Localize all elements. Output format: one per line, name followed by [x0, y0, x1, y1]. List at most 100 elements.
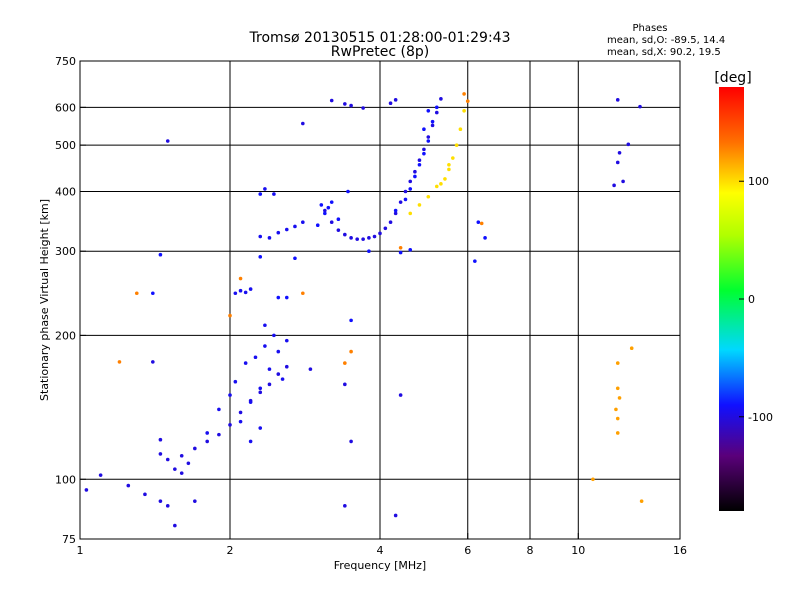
data-point — [621, 179, 625, 184]
data-point — [205, 431, 209, 435]
x-tick-label: 6 — [464, 544, 471, 557]
data-point — [293, 256, 297, 261]
data-point — [293, 224, 297, 229]
data-point — [233, 291, 238, 296]
data-point — [398, 200, 403, 204]
data-point — [158, 452, 163, 456]
data-point — [258, 192, 263, 196]
data-point — [393, 98, 398, 102]
data-point — [243, 361, 248, 365]
data-point — [126, 483, 131, 488]
data-point — [372, 234, 377, 239]
data-point — [430, 119, 435, 124]
data-point — [458, 127, 463, 131]
data-point — [447, 167, 451, 172]
data-point — [151, 291, 155, 296]
data-point — [165, 139, 170, 143]
data-point — [408, 211, 413, 216]
y-tick-label: 100 — [55, 473, 76, 486]
data-point — [165, 457, 170, 462]
data-point — [417, 158, 422, 163]
data-point — [301, 291, 305, 296]
data-point — [434, 105, 439, 110]
data-point — [173, 523, 177, 528]
data-point — [417, 203, 422, 207]
data-point — [263, 323, 267, 328]
y-tick-label: 200 — [55, 329, 76, 342]
data-point — [398, 250, 403, 255]
data-point — [323, 211, 327, 216]
data-point — [349, 318, 353, 323]
data-point — [638, 104, 642, 109]
data-point — [403, 189, 408, 194]
data-point — [383, 226, 388, 231]
data-point — [276, 372, 281, 376]
data-point — [84, 488, 89, 492]
data-point — [367, 249, 371, 254]
data-point — [361, 106, 365, 110]
data-point — [343, 382, 347, 387]
data-point — [398, 245, 403, 250]
data-point — [434, 110, 439, 115]
data-point — [393, 211, 398, 216]
data-point — [617, 396, 622, 400]
data-point — [388, 101, 393, 106]
x-tick-label: 4 — [377, 544, 384, 557]
data-point — [355, 237, 359, 241]
x-tick-label: 2 — [227, 544, 234, 557]
data-point — [422, 147, 426, 152]
data-point — [179, 471, 184, 475]
y-axis-label: Stationary phase Virtual Height [km] — [38, 199, 51, 401]
data-point — [158, 437, 163, 442]
data-point — [483, 236, 487, 240]
data-point — [238, 276, 243, 281]
data-point — [228, 423, 232, 427]
data-point — [193, 499, 197, 503]
y-tick-label: 400 — [55, 185, 76, 198]
data-point — [343, 504, 347, 508]
data-point — [267, 367, 272, 371]
data-point — [258, 390, 263, 395]
data-point — [329, 98, 334, 103]
data-point — [243, 290, 248, 295]
data-point — [626, 142, 631, 147]
chart-subtitle: RwPretec (8p) — [331, 44, 429, 60]
data-point — [439, 182, 443, 186]
x-tick-label: 16 — [673, 544, 687, 557]
data-point — [228, 393, 232, 397]
data-point — [426, 194, 431, 199]
data-point — [217, 407, 221, 412]
y-tick-label: 500 — [55, 139, 76, 152]
y-tick-label: 300 — [55, 245, 76, 258]
data-point — [615, 431, 620, 435]
data-point — [408, 248, 413, 252]
data-point — [323, 208, 327, 213]
colorbar-label: [deg] — [714, 70, 751, 86]
data-point — [319, 203, 324, 207]
data-point — [284, 364, 289, 369]
data-point — [349, 349, 353, 354]
data-point — [263, 344, 267, 348]
data-point — [284, 295, 289, 300]
data-point — [238, 410, 243, 415]
chart-title: Tromsø 20130515 01:28:00-01:29:43 — [249, 30, 511, 46]
data-point — [343, 232, 347, 237]
data-point — [284, 338, 289, 343]
data-point — [413, 174, 417, 179]
x-tick-label: 8 — [527, 544, 534, 557]
data-point — [308, 367, 313, 371]
data-point — [276, 295, 281, 300]
data-point — [426, 139, 431, 143]
data-point — [238, 419, 243, 424]
stats-heading: Phases — [632, 23, 667, 34]
x-axis-label: Frequency [MHz] — [334, 559, 426, 572]
data-point — [639, 499, 644, 503]
data-point — [165, 504, 170, 508]
colorbar-tick-label: 100 — [748, 175, 769, 188]
data-point — [465, 99, 470, 103]
data-point — [403, 197, 408, 202]
data-point — [408, 187, 413, 191]
data-point — [615, 98, 620, 102]
data-point — [349, 103, 353, 108]
y-tick-label: 75 — [62, 533, 76, 546]
